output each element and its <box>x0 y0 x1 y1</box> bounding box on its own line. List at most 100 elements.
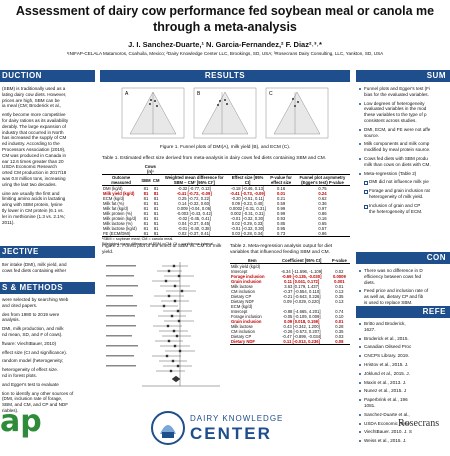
table-cell: -0.88 [-4.665, 4.201] <box>282 309 321 314</box>
text-line: consistent across studies. <box>364 117 417 123</box>
table-row: Forage inclusion -0.05 [-0.109, 0.009] 0.1… <box>230 314 350 319</box>
footnote: ²Weighted mean difference of SBM − CM; C… <box>102 241 215 246</box>
table-row: CM inclusion -0.26 [-0.573, 0.207] 0.35 <box>230 329 350 334</box>
table-cell: 0.09 [-0.23, 0.40] <box>231 201 264 206</box>
table-cell: Milk lactose (%) <box>103 221 133 226</box>
table-cell: 81 <box>143 221 149 226</box>
table-row: Intercept -0.88 [-4.665, 4.201] 0.74 <box>230 309 350 314</box>
text-line: Funnel plots and Egger's test (Fi <box>364 86 430 91</box>
table-cell: 0.11 [-0.013, 0.236] <box>283 339 320 344</box>
text-line: des from 1980 to 2019 were <box>2 311 60 317</box>
table-cell: 81 <box>153 211 159 216</box>
table-cell: -0.003 [-0.43, 0.42] <box>176 211 212 216</box>
text-line: for dairy rations as its availability <box>2 117 69 123</box>
table-row: Forage inclusion -0.69 [-0.135, -0.030] 0.… <box>230 274 350 279</box>
paragraph: random model (heterogeneity; <box>2 358 95 364</box>
paragraph: were selected by searching Web and cited … <box>2 297 95 309</box>
paragraph: ViechtBauer. 2010. J. S <box>358 429 450 435</box>
table-cell: -0.20 [-0.51, 0.11] <box>231 196 264 201</box>
section-heading: S & METHODS <box>0 282 95 294</box>
table-row: FE (ECM/DMI) 81 81 0.02 [-0.37, 0.41] 0.03 [… <box>102 231 350 237</box>
table-cell: 0.36 <box>318 201 327 206</box>
text-line: USDA Economic Research <box>2 164 57 170</box>
title: through a meta-analysis <box>153 20 297 34</box>
table-row: Intercept -6.34 [-11.596, -1.109] 0.02 <box>230 269 350 274</box>
table-cell: 0.57 <box>318 226 327 231</box>
table-cell: -0.47 [-0.899, -0.034] <box>282 334 322 339</box>
header-cell <box>102 164 141 175</box>
text-line: nd in forest plots. <box>2 372 37 378</box>
paragraph: Britto and Broderick, 1627. <box>358 321 450 333</box>
text-line: Canadian Oilseed Proc <box>364 344 412 350</box>
table-row: Milk lactose (kg/d) 81 81 -0.01 [-0.40, 0.3… <box>102 226 350 231</box>
table-row: Grain inclusion 0.09 [0.018, 0.159] 0.01 <box>230 319 350 324</box>
paragraph: Milk components and milk comp modified by… <box>358 141 450 153</box>
text-line: was 0.8 million tons, increasing <box>2 175 66 181</box>
table-cell: 0.86 <box>318 231 327 236</box>
table-cell: 81 <box>143 206 149 211</box>
paragraph: Hristov et al., 2015. J. <box>358 362 450 368</box>
column-header: Weighted mean difference for SBM − CM² [… <box>160 174 228 186</box>
table-cell: 81 <box>153 226 159 231</box>
table-cell: 0.85 <box>277 221 286 226</box>
text-line: derably. The large expansion of <box>2 123 66 129</box>
table-cell: Forage inclusion <box>231 274 265 279</box>
text-line: effect size (CI and significance). <box>2 349 68 355</box>
table: Cows (n)¹ Outcome measured SBM CM Weighted m… <box>102 164 350 237</box>
table-cell: 0.01 <box>335 284 344 289</box>
text-line: efficiency between cows fed <box>364 273 422 279</box>
table-cell: Intercept <box>231 269 248 274</box>
table-cell: 81 <box>153 206 159 211</box>
table-row: Milk yield (kg/d) <box>230 264 350 270</box>
table-cell: Dietary NDF <box>231 299 255 304</box>
table-cell: 0.08 <box>335 339 344 344</box>
table-caption: Table 1. Estimated effect size derived f… <box>102 156 327 161</box>
table-row: Dietary CP -0.21 [-0.643, 0.226] 0.35 <box>230 294 350 299</box>
text-line: DMI, milk production, and milk <box>2 326 64 332</box>
table-cell: 0.43 [-0.342, 1.200] <box>283 324 320 329</box>
text-line: lating dairy cow diets. However, <box>2 91 67 97</box>
table-cell: 81 <box>143 216 149 221</box>
paragraph: DMI, milk production, and milk nd mean, S… <box>2 326 95 338</box>
table-cell: 0.28 <box>335 324 344 329</box>
table-cell: -0.32 [-0.77, 0.13] <box>177 186 211 191</box>
table-row: DMI (kg/d) 81 81 -0.32 [-0.77, 0.13] -0.18 [… <box>102 186 350 192</box>
text-line: and cited papers. <box>2 302 38 308</box>
text-line: evaluated variables in the mod <box>364 106 427 112</box>
table-cell: 0.002 [-0.31, 0.31] <box>230 211 265 216</box>
section-heading: RESULTS <box>100 70 350 82</box>
table-cell: 0.73 <box>277 231 286 236</box>
logo-rosecrans: Rosecrans <box>398 418 440 429</box>
table-cell: 0.99 <box>277 206 286 211</box>
text-line: Cows fed diets with SBM produ <box>364 155 428 161</box>
text-line: these variables to the type of p <box>364 112 427 118</box>
table-cell: -0.41 [-0.73, -0.09] <box>230 191 266 196</box>
paragraph: Funnel plots and Egger's test (Fi bias fo… <box>358 86 450 98</box>
text-line: source. <box>364 132 380 138</box>
paragraph: ently become more competitive for dairy r… <box>2 112 95 187</box>
references-text: Britto and Broderick, 1627. Broderick et … <box>358 321 450 447</box>
column-header: Effect size [95% CI] <box>227 174 268 186</box>
text-line: CM was produced in Canada in <box>2 152 67 158</box>
objective-text: tter intake (DMI), milk yield, and cows f… <box>2 262 95 277</box>
table-cell: FE (ECM/DMI) <box>103 231 131 236</box>
section-heading: SUM <box>356 70 450 82</box>
table-cell: Milk lactose (kg/d) <box>103 226 137 231</box>
text-line: Jöklund et al., 2015. J. <box>364 370 410 376</box>
text-line: analysis. <box>2 317 20 323</box>
text-line: modified by meal protein source. <box>364 147 431 153</box>
text-line: Forage and grain inclusion rat <box>369 188 430 194</box>
table-cell: Milk lactose <box>231 284 253 289</box>
section-heading: REFE <box>356 306 450 318</box>
table-row: CM inclusion -0.37 [-0.554, 0.110] 0.13 <box>230 289 350 294</box>
paragraph: (SBM) is traditionally used as a lating d… <box>2 86 95 109</box>
header-row: Outcome measured SBM CM Weighted mean diffe… <box>102 174 350 186</box>
table-cell: 0.04 [-0.37, 0.45] <box>178 221 211 226</box>
text-line: DMI did not influence milk yie <box>369 179 429 185</box>
header-cell <box>160 164 350 175</box>
affiliations: ¹INIFAP-CELALA Matamoros, Coahuila, Mexi… <box>66 51 384 56</box>
column-header: Coefficient [95% CI] <box>274 258 329 264</box>
